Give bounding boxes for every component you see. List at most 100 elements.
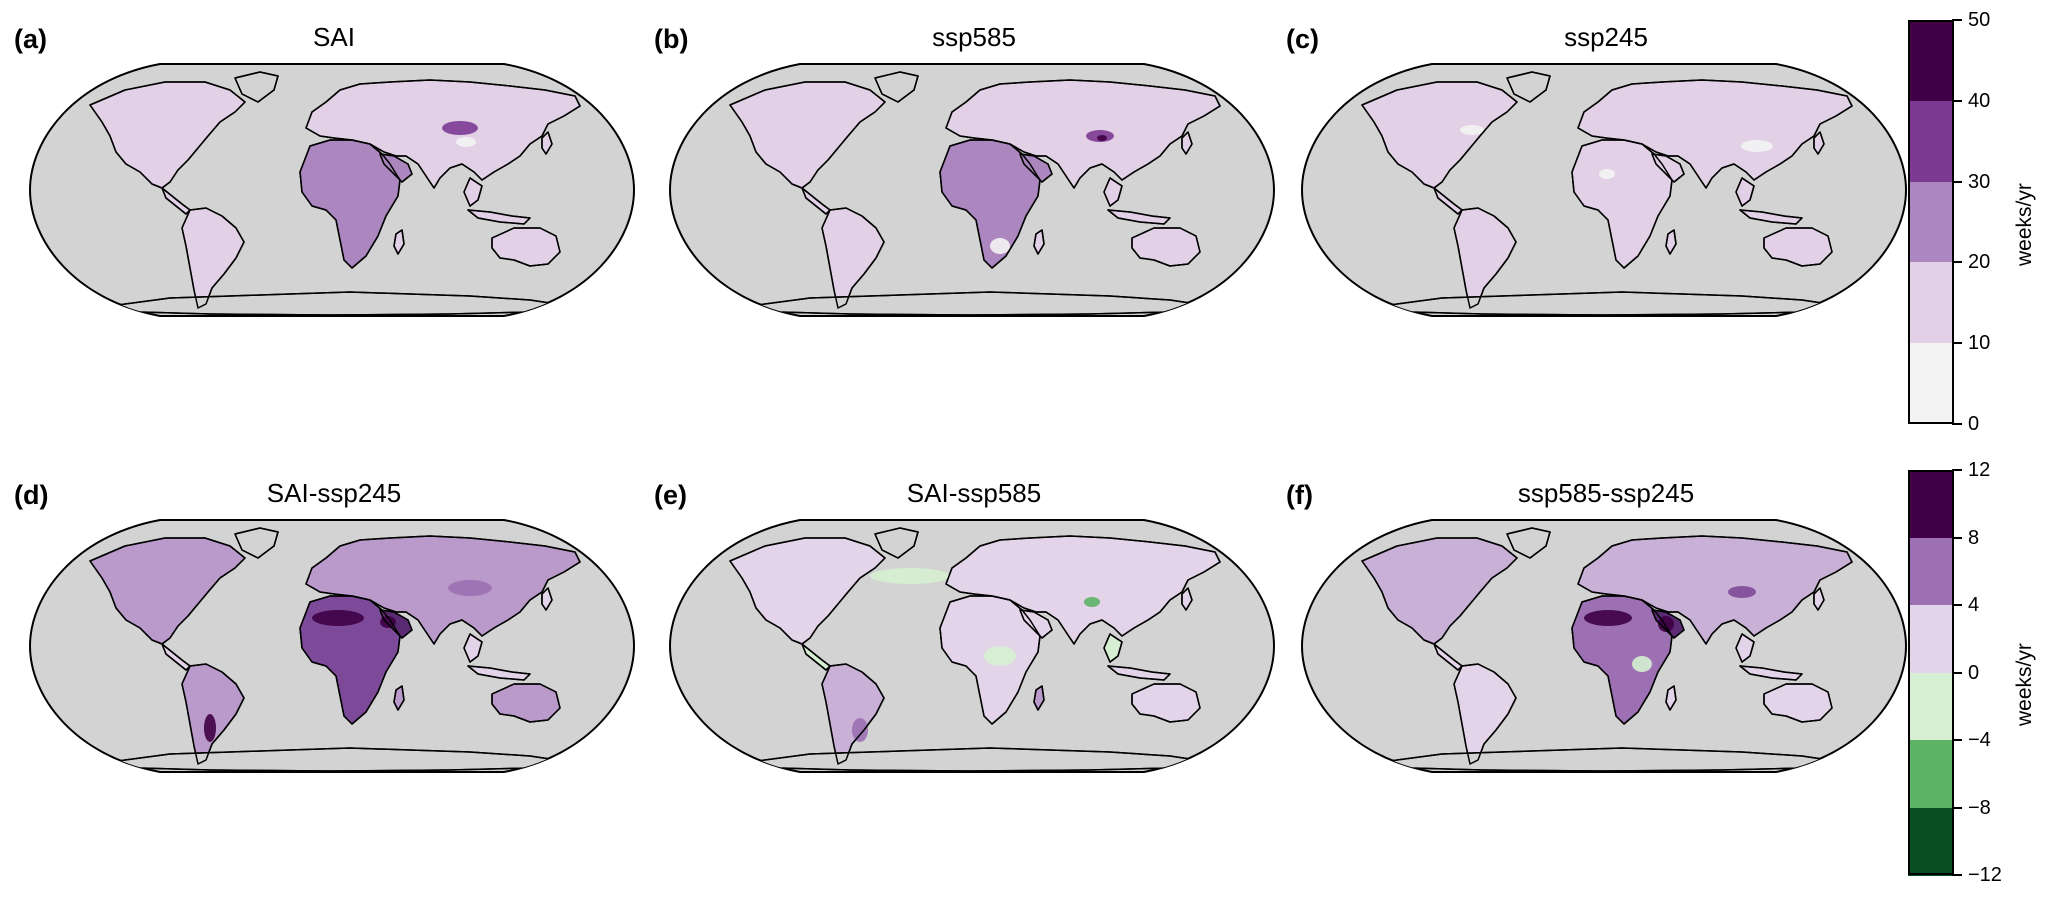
colorbar-swatch	[1908, 470, 1952, 538]
coastline-eurasia	[305, 535, 581, 645]
colorbar-tick-label: 50	[1968, 9, 1991, 31]
coastline-greenland	[234, 71, 279, 103]
panel-title: ssp585	[932, 22, 1016, 52]
shaded-region	[1599, 169, 1615, 179]
coastline-arabia	[1651, 609, 1685, 639]
shaded-region	[448, 580, 492, 596]
coastline-japan	[1181, 131, 1193, 155]
colorbar-swatch	[1908, 672, 1952, 741]
colorbar-swatch	[1908, 20, 1952, 102]
world-map	[28, 519, 636, 773]
colorbar-swatch	[1908, 262, 1952, 344]
coastline-eurasia	[945, 535, 1221, 645]
coastline-antarctica	[749, 291, 1211, 316]
colorbar-bottom: weeks/yr 12 8 4 0 −4 −8 −12	[1908, 460, 2038, 885]
shaded-region	[312, 610, 364, 626]
colorbar-tick-label: −4	[1968, 729, 1991, 751]
coastline-indonesia	[1107, 665, 1171, 681]
colorbar-tick	[1952, 19, 1962, 21]
colorbar-unit: weeks/yr	[2013, 183, 2036, 266]
shaded-region	[204, 714, 216, 742]
colorbar-tick	[1952, 423, 1962, 425]
panel-letter: (e)	[654, 480, 687, 510]
coastline-northAmerica	[1361, 537, 1518, 645]
world-map	[668, 519, 1276, 773]
coastline-japan	[541, 131, 553, 155]
colorbar-tick-label: 0	[1968, 661, 1980, 684]
coastline-antarctica	[1381, 747, 1843, 772]
panel-title: ssp245	[1564, 22, 1648, 52]
coastline-seAsia	[1103, 633, 1123, 663]
shaded-region	[456, 137, 476, 147]
colorbar-tick-label: 0	[1968, 413, 1980, 435]
panel-title: SAI-ssp245	[266, 478, 402, 508]
panel-b: (b) ssp585	[654, 0, 1276, 320]
colorbar-tick-label: −8	[1968, 796, 1991, 819]
coastline-southAmerica	[181, 663, 245, 765]
coastline-seAsia	[463, 177, 483, 207]
panel-letter: (c)	[1286, 24, 1319, 54]
coastline-japan	[1813, 587, 1825, 611]
coastline-japan	[1181, 587, 1193, 611]
shaded-region	[870, 568, 950, 584]
coastline-eurasia	[305, 79, 581, 189]
coastline-madagascar	[1033, 685, 1045, 711]
coastline-australia	[1131, 227, 1201, 267]
colorbar-tick	[1952, 261, 1962, 264]
coastline-seAsia	[1103, 177, 1123, 207]
coastline-antarctica	[109, 291, 571, 316]
colorbar-frame	[1908, 20, 1954, 424]
coastline-centralAmerica	[161, 643, 191, 671]
colorbar-top: weeks/yr 50 40 30 20 10 0	[1908, 10, 2038, 434]
coastline-greenland	[1506, 71, 1551, 103]
shaded-region	[1632, 656, 1652, 672]
colorbar-swatch	[1908, 605, 1952, 673]
coastline-madagascar	[1665, 229, 1677, 255]
coastline-centralAmerica	[161, 187, 191, 215]
colorbar-tick-label: 4	[1968, 594, 1980, 616]
panel-title: SAI	[313, 22, 355, 52]
coastline-japan	[541, 587, 553, 611]
coastline-greenland	[234, 527, 279, 559]
coastline-antarctica	[749, 747, 1211, 772]
coastline-eurasia	[1577, 79, 1853, 189]
shaded-region	[1097, 135, 1107, 141]
panel-letter: (b)	[654, 24, 689, 54]
coastline-australia	[491, 227, 561, 267]
coastline-greenland	[1506, 527, 1551, 559]
coastline-centralAmerica	[801, 643, 831, 671]
coastline-greenland	[874, 527, 919, 559]
coastline-indonesia	[467, 665, 531, 681]
shaded-region	[990, 238, 1010, 254]
panel-f: (f) ssp585-ssp245	[1286, 456, 1908, 776]
coastline-antarctica	[109, 747, 571, 772]
colorbar-tick-label: 20	[1968, 251, 1991, 274]
coastline-madagascar	[393, 685, 405, 711]
colorbar-frame	[1908, 470, 1954, 875]
coastline-centralAmerica	[1433, 187, 1463, 215]
coastline-northAmerica	[729, 81, 886, 189]
coastline-northAmerica	[729, 537, 886, 645]
panel-letter: (d)	[14, 480, 49, 510]
colorbar-tick-label: 10	[1968, 332, 1991, 355]
coastline-arabia	[1651, 153, 1685, 183]
shaded-region	[1728, 586, 1756, 598]
colorbar-tick	[1952, 469, 1962, 471]
world-map	[28, 63, 636, 317]
coastline-centralAmerica	[801, 187, 831, 215]
coastline-indonesia	[1107, 209, 1171, 225]
coastline-arabia	[379, 153, 413, 183]
coastline-northAmerica	[1361, 81, 1518, 189]
shaded-region	[442, 121, 478, 135]
world-map	[1300, 519, 1908, 773]
panel-a: (a) SAI	[14, 0, 636, 320]
colorbar-swatch	[1908, 181, 1952, 263]
coastline-seAsia	[463, 633, 483, 663]
coastline-eurasia	[1577, 535, 1853, 645]
colorbar-tick	[1952, 604, 1962, 606]
panel-letter: (f)	[1286, 480, 1313, 510]
colorbar-tick-label: −12	[1968, 864, 2002, 886]
colorbar-tick	[1952, 874, 1962, 876]
shaded-region	[1460, 125, 1484, 135]
coastline-northAmerica	[89, 537, 246, 645]
